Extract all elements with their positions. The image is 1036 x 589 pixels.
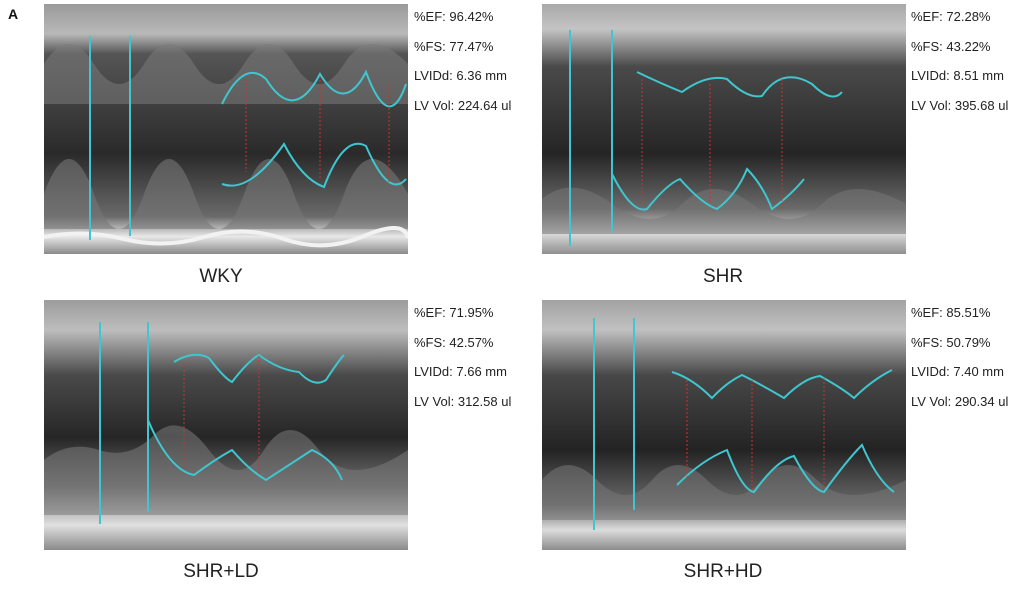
lv-vol-value: LV Vol: 395.68 ul bbox=[911, 97, 1009, 113]
panel-letter: A bbox=[8, 6, 19, 22]
echo-image-shr bbox=[542, 4, 906, 254]
fs-value: %FS: 43.22% bbox=[911, 38, 991, 54]
lvidd-value: LVIDd: 7.66 mm bbox=[414, 364, 507, 379]
label-shr-ld: SHR+LD bbox=[183, 561, 259, 582]
echo-image-shr-hd bbox=[542, 300, 906, 550]
echo-image-wky bbox=[44, 4, 408, 254]
label-wky: WKY bbox=[199, 266, 243, 287]
measurements-shr: %EF: 72.28% %FS: 43.22% LVIDd: 8.51 mm L… bbox=[911, 2, 1008, 120]
ef-value: %EF: 85.51% bbox=[911, 305, 991, 320]
measurements-wky: %EF: 96.42% %FS: 77.47% LVIDd: 6.36 mm L… bbox=[414, 2, 511, 120]
lv-vol-value: LV Vol: 290.34 ul bbox=[911, 393, 1009, 409]
label-shr: SHR bbox=[702, 266, 744, 287]
label-shr-hd: SHR+HD bbox=[683, 561, 763, 582]
lv-vol-value: LV Vol: 312.58 ul bbox=[414, 393, 512, 409]
ef-value: %EF: 96.42% bbox=[414, 9, 494, 24]
measurements-shr-ld: %EF: 71.95% %FS: 42.57% LVIDd: 7.66 mm L… bbox=[414, 298, 511, 416]
lvidd-value: LVIDd: 8.51 mm bbox=[911, 68, 1004, 83]
fs-value: %FS: 42.57% bbox=[414, 334, 494, 350]
fs-value: %FS: 50.79% bbox=[911, 334, 991, 350]
ef-value: %EF: 72.28% bbox=[911, 9, 991, 24]
lvidd-value: LVIDd: 7.40 mm bbox=[911, 364, 1004, 379]
lv-vol-value: LV Vol: 224.64 ul bbox=[414, 97, 512, 113]
ef-value: %EF: 71.95% bbox=[414, 305, 494, 320]
echo-image-shr-ld bbox=[44, 300, 408, 550]
lvidd-value: LVIDd: 6.36 mm bbox=[414, 68, 507, 83]
fs-value: %FS: 77.47% bbox=[414, 38, 494, 54]
measurements-shr-hd: %EF: 85.51% %FS: 50.79% LVIDd: 7.40 mm L… bbox=[911, 298, 1008, 416]
